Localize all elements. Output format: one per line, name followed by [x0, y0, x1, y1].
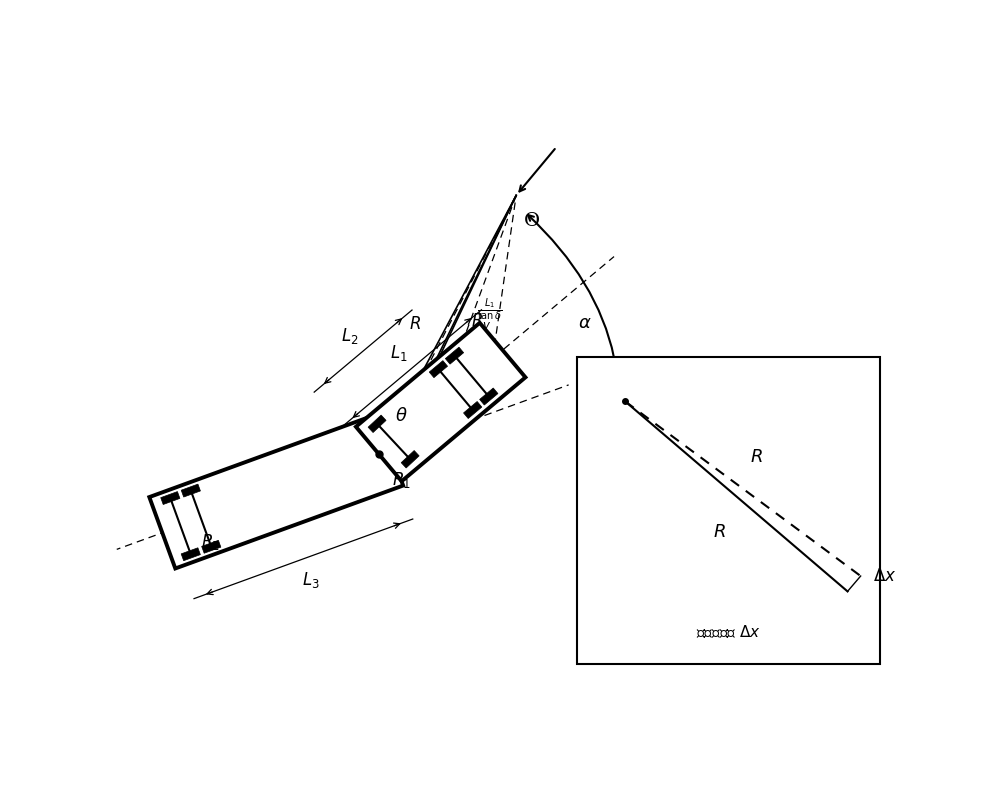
- Text: $\frac{L_1}{\tan\delta}$: $\frac{L_1}{\tan\delta}$: [477, 297, 503, 323]
- Bar: [577, 357, 880, 664]
- Polygon shape: [356, 323, 525, 481]
- Text: O: O: [524, 212, 540, 230]
- Text: $\theta$: $\theta$: [395, 407, 408, 425]
- Text: $\alpha$: $\alpha$: [578, 314, 592, 332]
- Polygon shape: [445, 347, 464, 364]
- Polygon shape: [429, 361, 448, 378]
- Polygon shape: [368, 415, 386, 432]
- Polygon shape: [161, 491, 180, 504]
- Text: $L_1$: $L_1$: [390, 342, 408, 363]
- Polygon shape: [149, 414, 403, 569]
- Polygon shape: [401, 451, 419, 468]
- Text: $P_2$: $P_2$: [201, 532, 219, 551]
- Polygon shape: [181, 484, 200, 497]
- Polygon shape: [181, 547, 200, 560]
- Text: $R_v$: $R_v$: [471, 311, 492, 331]
- Text: $P_1$: $P_1$: [392, 470, 410, 490]
- Text: $R$: $R$: [409, 316, 421, 333]
- Polygon shape: [202, 540, 221, 553]
- Text: $\Delta x$: $\Delta x$: [873, 568, 896, 585]
- Text: 牵引车位移 $\Delta x$: 牵引车位移 $\Delta x$: [696, 624, 761, 640]
- Polygon shape: [464, 401, 482, 418]
- Text: $L_3$: $L_3$: [302, 570, 320, 590]
- Polygon shape: [480, 388, 498, 405]
- Text: $R$: $R$: [713, 523, 726, 541]
- Text: $L_2$: $L_2$: [341, 325, 359, 345]
- Text: $R$: $R$: [750, 448, 762, 466]
